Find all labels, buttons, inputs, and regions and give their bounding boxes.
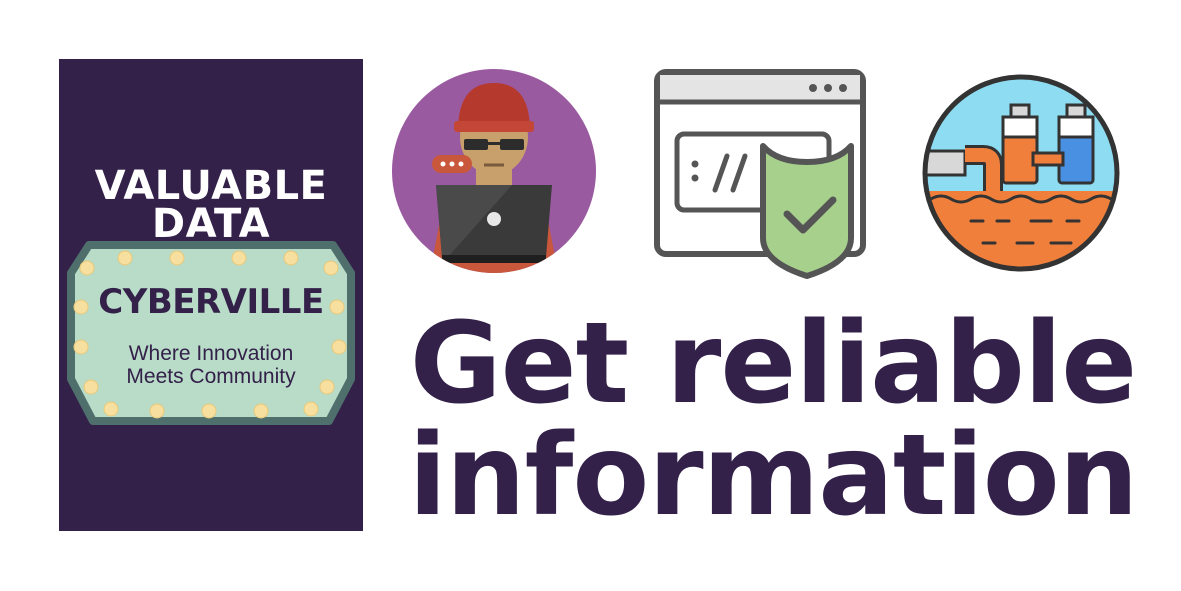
data-pipeline-icon xyxy=(922,74,1120,272)
marquee-sign-icon xyxy=(67,241,355,425)
sign-subtitle-line1: Where Innovation xyxy=(128,342,294,365)
headline-line2: information xyxy=(408,411,1139,541)
poster-heading-line1: VALUABLE xyxy=(94,163,328,209)
hacker-laptop-icon xyxy=(392,69,596,273)
headline-line1: Get reliable xyxy=(409,299,1138,429)
browser-shield-check-icon xyxy=(654,69,866,279)
sign-title: CYBERVILLE xyxy=(98,282,324,322)
cyberville-poster: VALUABLE DATA CYBERVILLE Where Innovatio… xyxy=(59,59,363,531)
sign-subtitle-line2: Meets Community xyxy=(126,365,296,388)
poster-heading-line2: DATA xyxy=(151,201,271,247)
